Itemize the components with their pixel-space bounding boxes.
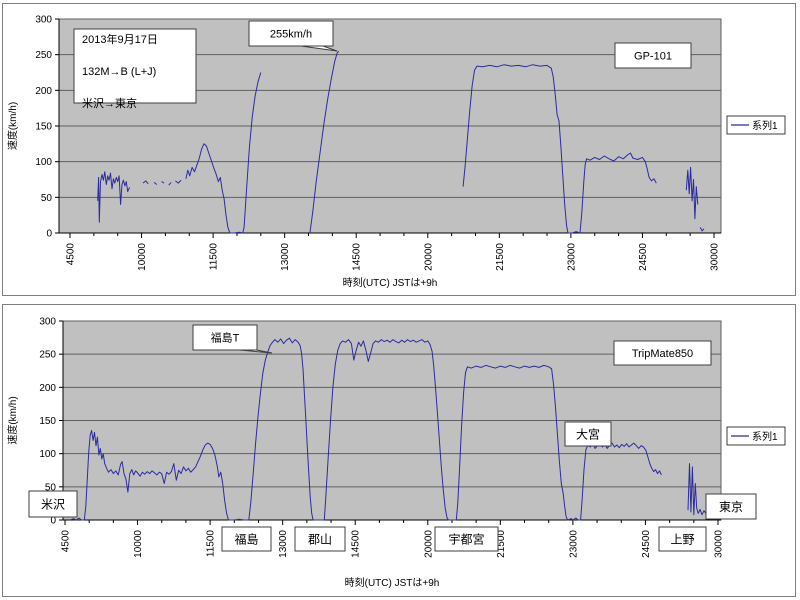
- device-label: GP-101: [614, 42, 692, 69]
- x-tick-label: 11500: [209, 243, 220, 271]
- x-tick-label: 24500: [641, 530, 652, 558]
- series-line-系列1: [142, 180, 149, 185]
- y-tick-label: 50: [41, 193, 53, 204]
- trip-info-box: 2013年9月17日 132M→B (L+J) 米沢→東京: [73, 28, 197, 110]
- series-line-系列1: [161, 181, 165, 184]
- x-tick-label: 4500: [66, 243, 77, 266]
- series-line-系列1: [462, 64, 657, 234]
- y-tick-label: 0: [46, 229, 52, 240]
- station-koriyama-box: [294, 526, 346, 552]
- trip-info-box-text: 米沢→東京: [82, 96, 137, 110]
- y-tick-label: 300: [35, 15, 52, 26]
- series-line-系列1: [699, 227, 705, 232]
- max-speed-callout-box: [248, 20, 334, 47]
- y-axis-title: 速度(km/h): [6, 102, 19, 150]
- x-tick-label: 4500: [61, 530, 72, 553]
- x-axis-title: 時刻(UTC) JSTは+9h: [345, 576, 440, 589]
- x-tick-label: 10000: [133, 530, 144, 558]
- y-tick-label: 200: [35, 86, 52, 97]
- station-fukushima-text: 福島: [234, 531, 258, 546]
- x-tick-label: 23000: [566, 243, 577, 271]
- chart-svg-GP-101: 0 50 100 150 200 250 300 4500 10000 11500 13000 145…: [6, 15, 786, 289]
- station-ueno-box: [658, 526, 707, 552]
- station-utsunomiya-text: 宇都宮: [448, 531, 484, 546]
- series-line-系列1: [309, 50, 340, 234]
- station-yonezawa: 米沢: [28, 490, 78, 518]
- station-fukushima-box: [221, 526, 272, 552]
- device-label: TripMate850: [613, 340, 712, 366]
- series-line-系列1: [97, 171, 131, 223]
- x-tick-label: 24500: [638, 243, 649, 271]
- max-speed-callout: 255km/h: [248, 20, 338, 52]
- x-tick-label: 20000: [423, 243, 434, 271]
- x-tick-label: 23000: [568, 530, 579, 558]
- legend: 系列1: [726, 115, 786, 135]
- y-tick-label: 50: [45, 482, 57, 493]
- x-axis-title: 時刻(UTC) JSTは+9h: [343, 276, 438, 289]
- fukushima-tunnel-callout-text: 福島T: [211, 330, 240, 344]
- station-omiya-text: 大宮: [576, 426, 600, 441]
- x-tick-label: 11500: [206, 530, 217, 558]
- legend-box: [726, 115, 786, 135]
- chart-panel-tripmate850: 0 50 100 150 200 250 300 4500 10000 11500 13000 145…: [2, 304, 796, 597]
- x-tick-label: 13000: [280, 243, 291, 271]
- station-omiya: 大宮: [564, 421, 612, 447]
- fukushima-tunnel-callout: 福島T: [192, 324, 273, 354]
- station-fukushima: 福島: [221, 526, 272, 552]
- series-line-系列1: [685, 166, 699, 220]
- y-tick-label: 250: [39, 350, 56, 361]
- x-tick-label: 20000: [423, 530, 434, 558]
- chart-svg-TripMate850: 0 50 100 150 200 250 300 4500 10000 11500 13000 145…: [6, 317, 786, 589]
- x-tick-label: 14500: [352, 243, 363, 271]
- station-koriyama: 郡山: [294, 526, 346, 552]
- station-yonezawa-box: [28, 490, 78, 518]
- trip-info-box-box: [73, 28, 197, 104]
- station-ueno: 上野: [658, 526, 707, 552]
- fukushima-tunnel-callout-box: [192, 324, 258, 351]
- x-tick-label: 14500: [351, 530, 362, 558]
- y-tick-label: 100: [39, 449, 56, 460]
- trip-info-box-text: 132M→B (L+J): [82, 66, 156, 78]
- legend-box: [726, 426, 786, 446]
- y-tick-label: 0: [50, 516, 56, 527]
- station-ueno-text: 上野: [670, 532, 694, 546]
- station-yonezawa-text: 米沢: [41, 497, 65, 511]
- x-tick-label: 21500: [496, 530, 507, 558]
- series-line-系列1: [175, 179, 182, 184]
- y-tick-label: 100: [35, 157, 52, 168]
- x-tick-label: 30000: [714, 530, 725, 558]
- y-tick-label: 200: [39, 383, 56, 394]
- series-line-系列1: [168, 182, 172, 186]
- device-label-box: [614, 42, 692, 69]
- y-tick-label: 300: [39, 317, 56, 328]
- station-tokyo: 東京: [705, 493, 757, 520]
- station-utsunomiya: 宇都宮: [434, 526, 499, 552]
- series-line-系列1: [69, 337, 662, 521]
- chart-panel-gp101: 0 50 100 150 200 250 300 4500 10000 11500 13000 145…: [2, 3, 796, 296]
- trip-info-box-text: 2013年9月17日: [82, 32, 158, 46]
- device-label-text: TripMate850: [632, 348, 693, 360]
- series-line-系列1: [153, 181, 158, 185]
- y-axis-title: 速度(km/h): [6, 396, 19, 444]
- legend-label: 系列1: [752, 119, 778, 132]
- station-utsunomiya-box: [434, 526, 499, 552]
- y-tick-label: 150: [39, 416, 56, 427]
- legend: 系列1: [726, 426, 786, 446]
- device-label-box: [613, 340, 712, 366]
- x-tick-label: 10000: [137, 243, 148, 271]
- station-tokyo-box: [705, 493, 757, 520]
- station-koriyama-text: 郡山: [308, 532, 332, 546]
- station-omiya-box: [564, 421, 612, 447]
- x-tick-label: 30000: [710, 243, 721, 271]
- legend-label: 系列1: [752, 430, 778, 443]
- y-tick-label: 250: [35, 50, 52, 61]
- station-tokyo-text: 東京: [719, 500, 743, 514]
- x-tick-label: 21500: [495, 243, 506, 271]
- x-tick-label: 13000: [278, 530, 289, 558]
- max-speed-callout-text: 255km/h: [270, 28, 312, 40]
- y-tick-label: 150: [35, 122, 52, 133]
- device-label-text: GP-101: [634, 50, 672, 62]
- series-line-系列1: [185, 72, 262, 234]
